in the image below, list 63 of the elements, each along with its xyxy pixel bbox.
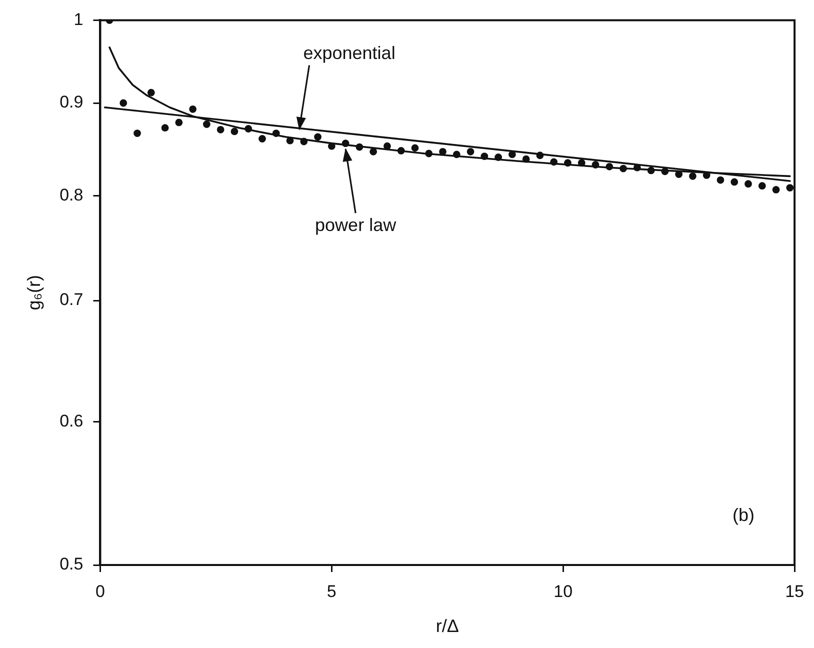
y-tick-label: 0.5 — [60, 554, 84, 574]
point — [786, 184, 794, 192]
point — [661, 168, 669, 176]
point — [536, 152, 544, 160]
annotation: power law — [315, 215, 398, 236]
point — [175, 118, 183, 126]
point — [286, 136, 294, 144]
point — [508, 150, 516, 158]
point — [216, 126, 224, 134]
y-tick-label: 0.9 — [60, 92, 84, 112]
x-tick-label: 0 — [96, 582, 105, 601]
point — [342, 140, 350, 148]
point — [744, 180, 752, 188]
point — [606, 162, 614, 170]
point — [564, 159, 572, 167]
point — [411, 144, 419, 152]
y-tick-label: 1 — [74, 10, 84, 29]
point — [384, 142, 391, 150]
annotation: (b) — [732, 504, 755, 525]
point — [272, 130, 280, 137]
y-tick-label: 0.6 — [60, 411, 84, 430]
point — [592, 161, 600, 168]
point — [202, 120, 210, 128]
point — [397, 147, 405, 154]
point — [370, 148, 378, 156]
point — [147, 88, 155, 96]
x-tick-label: 10 — [554, 582, 573, 601]
point — [356, 143, 364, 151]
point — [758, 182, 766, 190]
point — [134, 130, 141, 137]
point — [258, 135, 266, 142]
point — [578, 159, 586, 167]
point — [314, 133, 322, 141]
point — [689, 172, 696, 180]
point — [230, 128, 238, 136]
point — [647, 166, 655, 174]
y-tick-label: 0.7 — [60, 290, 84, 310]
x-axis-title: r/Δ — [436, 616, 459, 636]
point — [161, 124, 169, 132]
point — [675, 170, 683, 178]
point — [120, 99, 128, 107]
point — [620, 164, 627, 172]
point — [522, 155, 530, 163]
point — [425, 150, 433, 158]
point — [244, 125, 252, 132]
point — [772, 186, 780, 194]
x-tick-label: 15 — [785, 582, 804, 601]
point — [300, 138, 308, 146]
y-axis-title: g₆(r) — [24, 274, 44, 310]
point — [439, 148, 446, 156]
annotation: exponential — [303, 43, 396, 64]
point — [633, 164, 641, 172]
point — [494, 154, 502, 161]
point — [452, 150, 460, 158]
point — [466, 148, 474, 156]
point — [730, 178, 738, 186]
point — [189, 105, 197, 113]
y-tick-label: 0.8 — [60, 185, 84, 204]
point — [328, 142, 336, 150]
point — [550, 158, 558, 166]
x-tick-label: 5 — [326, 582, 336, 601]
point — [480, 152, 488, 160]
point — [716, 176, 724, 184]
